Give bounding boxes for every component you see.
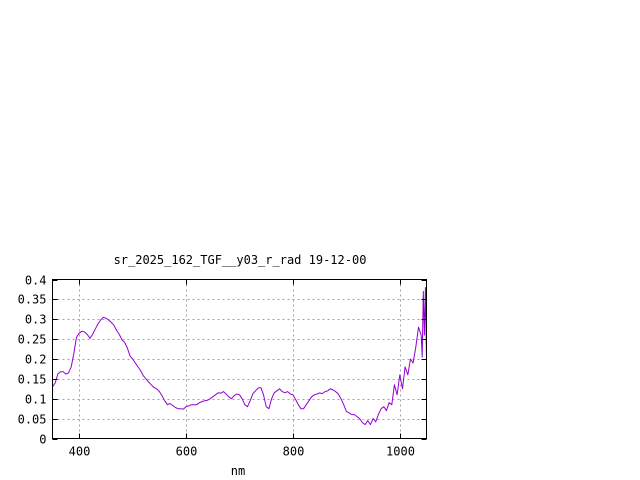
grid — [52, 279, 427, 439]
y-axis-ticks: 0 0.05 0.1 0.15 0.2 0.25 0.3 0.35 0.4 — [18, 274, 427, 447]
series-layer — [52, 287, 427, 426]
x-axis-ticks: 400 600 800 1000 — [69, 279, 415, 459]
x-tick-label: 600 — [176, 445, 198, 459]
y-tick-label: 0.3 — [25, 313, 47, 327]
y-tick-label: 0.4 — [25, 274, 47, 288]
y-tick-label: 0.2 — [25, 353, 47, 367]
y-tick-label: 0.1 — [25, 393, 47, 407]
x-axis-label: nm — [231, 464, 245, 478]
chart-title: sr_2025_162_TGF__y03_r_rad 19-12-00 — [114, 253, 367, 267]
x-tick-label: 400 — [69, 445, 91, 459]
y-tick-label: 0.35 — [18, 293, 47, 307]
series-line — [52, 287, 427, 426]
y-tick-label: 0.25 — [18, 333, 47, 347]
x-tick-label: 1000 — [386, 445, 415, 459]
y-tick-label: 0.15 — [18, 373, 47, 387]
x-tick-label: 800 — [283, 445, 305, 459]
y-tick-label: 0.05 — [18, 413, 47, 427]
y-tick-label: 0 — [39, 433, 46, 447]
